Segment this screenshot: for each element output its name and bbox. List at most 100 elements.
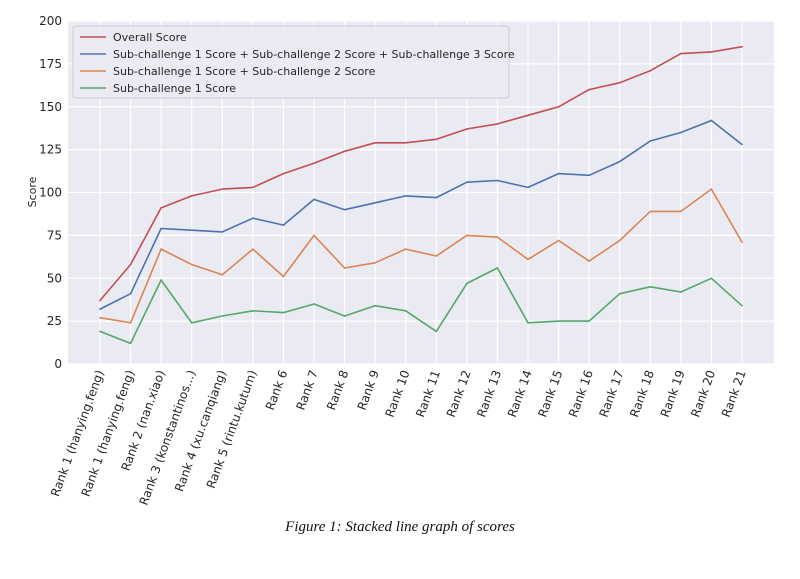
x-tick-label: Rank 11 — [413, 368, 443, 419]
data-point — [374, 141, 376, 144]
x-tick-label: Rank 20 — [688, 368, 718, 419]
data-point — [343, 315, 346, 317]
data-point — [404, 310, 407, 312]
data-point — [313, 234, 315, 237]
series-line — [99, 45, 743, 302]
data-point — [252, 248, 254, 250]
x-tick-label: Rank 12 — [444, 368, 474, 419]
series-lines — [99, 45, 743, 345]
data-point — [221, 231, 224, 233]
data-point — [527, 114, 529, 117]
data-point — [221, 188, 224, 190]
data-point — [741, 241, 743, 244]
data-point — [374, 304, 376, 307]
x-tick-label: Rank 10 — [383, 368, 413, 419]
y-tick-label: 75 — [47, 228, 62, 242]
data-point — [221, 274, 224, 276]
data-point — [190, 322, 193, 324]
data-point — [588, 174, 590, 177]
data-point — [221, 315, 224, 317]
data-point — [129, 292, 132, 295]
y-tick-label: 25 — [47, 314, 62, 328]
data-point — [282, 172, 285, 175]
data-point — [343, 267, 346, 269]
data-point — [527, 186, 529, 189]
data-point — [435, 255, 438, 257]
x-tick-label: Rank 15 — [535, 368, 565, 419]
data-point — [618, 81, 621, 84]
data-point — [588, 320, 590, 322]
x-tick-label: Rank 21 — [719, 368, 749, 419]
data-point — [557, 105, 560, 108]
data-point — [99, 330, 101, 333]
y-tick-labels: 0 25 50 75 100 125 150 175 200 — [39, 14, 62, 371]
y-tick-label: 150 — [39, 100, 62, 114]
legend-box — [72, 25, 510, 99]
data-point — [374, 262, 376, 264]
y-tick-label: 100 — [39, 186, 62, 200]
data-point — [557, 239, 560, 242]
data-point — [99, 316, 101, 319]
data-point — [710, 119, 713, 122]
data-point — [252, 186, 254, 189]
series-line — [99, 119, 743, 310]
data-point — [680, 131, 682, 134]
data-point — [527, 258, 529, 261]
data-point — [435, 330, 438, 333]
data-point — [680, 210, 682, 213]
data-point — [496, 236, 499, 238]
data-point — [343, 208, 346, 211]
data-point — [618, 239, 621, 242]
data-point — [129, 263, 132, 266]
data-point — [129, 322, 132, 324]
data-point — [282, 224, 285, 226]
data-point — [741, 45, 743, 48]
x-tick-label: Rank 14 — [505, 368, 535, 419]
data-point — [741, 143, 743, 146]
data-point — [466, 128, 468, 130]
legend-label: Overall Score — [113, 31, 187, 44]
data-point — [557, 172, 560, 175]
x-tick-labels: Rank 1 (hanying.feng)Rank 1 (hanying.fen… — [48, 368, 749, 507]
data-point — [618, 160, 621, 163]
data-point — [313, 198, 315, 201]
x-tick-label: Rank 13 — [474, 368, 504, 419]
data-point — [557, 320, 560, 322]
data-point — [435, 138, 438, 141]
x-tick-label: Rank 9 — [355, 368, 382, 412]
data-point — [496, 179, 499, 182]
data-point — [466, 234, 468, 237]
x-tick-label: Rank 16 — [566, 368, 596, 419]
data-point — [588, 260, 590, 262]
data-point — [160, 279, 162, 281]
data-point — [404, 195, 407, 197]
y-axis-label: Score — [26, 176, 39, 207]
data-point — [343, 150, 346, 153]
data-point — [252, 217, 254, 220]
y-tick-label: 200 — [39, 14, 62, 28]
data-point — [160, 207, 162, 209]
x-tick-label: Rank 8 — [324, 368, 351, 412]
data-point — [404, 141, 407, 144]
data-point — [618, 292, 621, 295]
x-tick-label: Rank 17 — [597, 368, 627, 419]
data-point — [466, 282, 468, 285]
data-point — [99, 299, 101, 302]
data-point — [649, 69, 652, 72]
data-point — [710, 51, 713, 53]
x-tick-label: Rank 18 — [627, 368, 657, 419]
y-tick-label: 175 — [39, 57, 62, 71]
series-line — [99, 267, 743, 345]
data-point — [313, 303, 315, 305]
data-point — [160, 227, 162, 230]
legend-label: Sub-challenge 1 Score + Sub-challenge 2 … — [113, 65, 376, 78]
x-tick-label: Rank 19 — [658, 368, 688, 419]
data-point — [313, 162, 315, 165]
data-point — [649, 210, 652, 213]
data-point — [741, 304, 743, 307]
data-point — [374, 201, 376, 204]
data-point — [129, 342, 132, 345]
data-point — [160, 248, 162, 250]
data-point — [282, 275, 285, 278]
data-point — [710, 188, 713, 190]
